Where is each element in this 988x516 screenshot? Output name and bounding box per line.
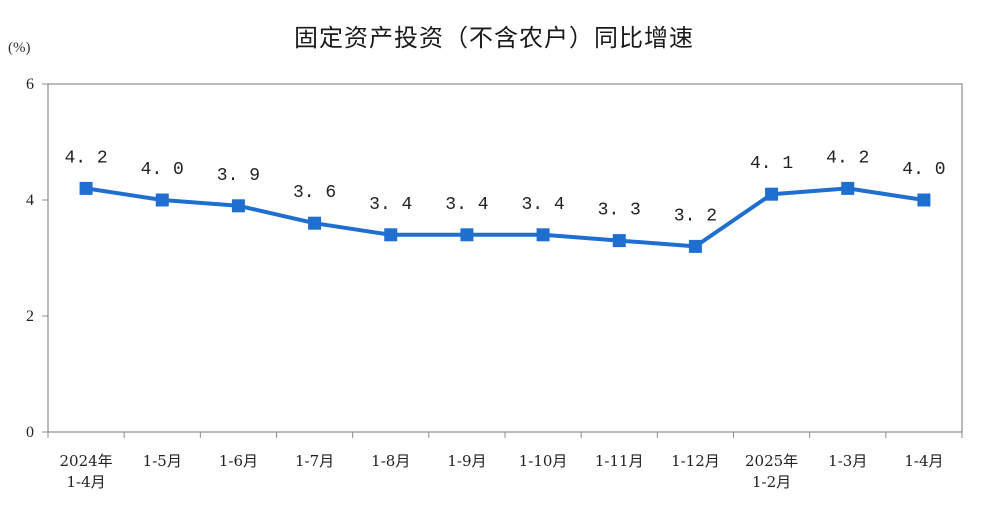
y-axis-ticks: 0 2 4 6	[26, 76, 48, 441]
series-line	[85, 186, 925, 249]
data-point	[384, 228, 398, 242]
x-axis-ticks: 2024年 1-4月 1-5月 1-6月 1-7月 1-8月 1-9月 1-10月 1-11月 1…	[47, 432, 963, 491]
x-tick-label: 1-11月	[595, 452, 644, 470]
x-tick-label: 1-7月	[295, 452, 334, 470]
x-tick-label: 1-4月	[904, 452, 943, 470]
x-tick-label: 2025年	[745, 452, 798, 470]
chart-title: 固定资产投资（不含农户）同比增速	[294, 24, 694, 52]
y-tick-label: 4	[26, 192, 34, 209]
data-point	[79, 181, 93, 195]
x-tick-label: 1-10月	[519, 452, 568, 470]
plot-border	[47, 83, 963, 433]
y-tick-label: 6	[26, 76, 34, 93]
plot-frame	[47, 83, 963, 433]
data-point	[308, 216, 322, 230]
data-point	[612, 234, 626, 248]
data-label: 4. 0	[141, 160, 184, 180]
data-label: 3. 3	[598, 201, 641, 221]
data-point	[765, 187, 779, 201]
y-tick-label: 2	[26, 308, 34, 325]
x-tick-label: 1-6月	[219, 452, 258, 470]
data-label: 4. 1	[750, 154, 793, 174]
data-label: 3. 2	[674, 206, 717, 226]
data-label: 3. 4	[445, 195, 488, 215]
data-point	[688, 239, 702, 253]
x-tick-label: 1-4月	[67, 473, 106, 491]
x-tick-label: 1-9月	[447, 452, 486, 470]
data-label: 4. 0	[902, 160, 945, 180]
data-label: 4. 2	[64, 148, 107, 168]
x-tick-label: 1-3月	[828, 452, 867, 470]
data-label: 3. 4	[521, 195, 564, 215]
data-label: 3. 6	[293, 183, 336, 203]
y-tick-label: 0	[26, 424, 34, 441]
data-point	[231, 199, 245, 213]
data-label: 3. 4	[369, 195, 412, 215]
x-tick-label: 1-5月	[143, 452, 182, 470]
x-tick-label: 1-8月	[371, 452, 410, 470]
data-point	[155, 193, 169, 207]
series-line-path	[85, 186, 925, 249]
data-point	[536, 228, 550, 242]
x-tick-label: 1-12月	[671, 452, 720, 470]
data-point	[841, 181, 855, 195]
data-point	[460, 228, 474, 242]
data-point	[917, 193, 931, 207]
data-labels: 4. 2 4. 0 3. 9 3. 6 3. 4 3. 4 3. 4 3. 3 3. 2 4. 1…	[64, 148, 945, 226]
data-label: 3. 9	[217, 166, 260, 186]
x-tick-label: 1-2月	[752, 473, 791, 491]
data-markers	[79, 181, 931, 253]
y-axis-unit: (%)	[8, 40, 31, 56]
data-label: 4. 2	[826, 148, 869, 168]
x-tick-label: 2024年	[59, 452, 112, 470]
